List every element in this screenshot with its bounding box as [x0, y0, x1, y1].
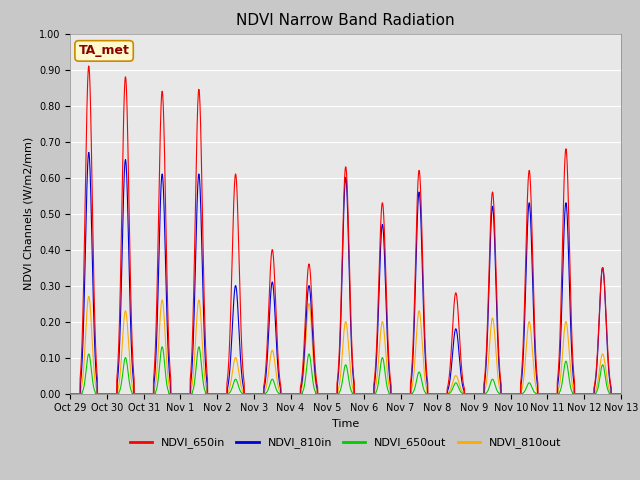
- X-axis label: Time: Time: [332, 419, 359, 429]
- Text: TA_met: TA_met: [79, 44, 129, 58]
- Legend: NDVI_650in, NDVI_810in, NDVI_650out, NDVI_810out: NDVI_650in, NDVI_810in, NDVI_650out, NDV…: [125, 433, 566, 453]
- Y-axis label: NDVI Channels (W/m2/mm): NDVI Channels (W/m2/mm): [24, 137, 34, 290]
- Title: NDVI Narrow Band Radiation: NDVI Narrow Band Radiation: [236, 13, 455, 28]
